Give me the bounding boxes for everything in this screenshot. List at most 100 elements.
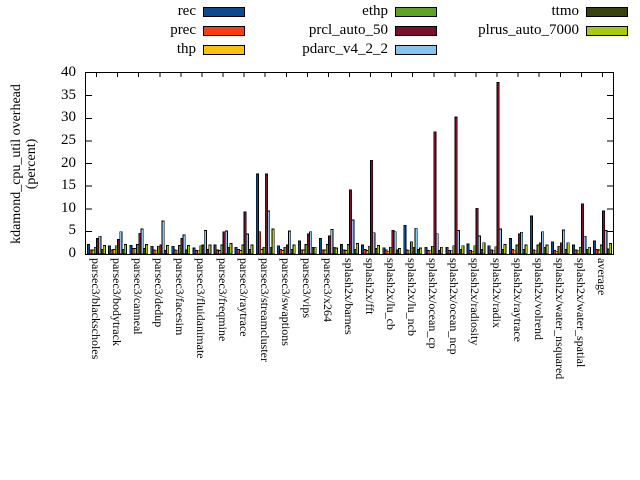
x-category-label: splash2x/barnes — [342, 258, 356, 335]
bar-plrus_auto_7000 — [187, 245, 191, 254]
legend-swatch — [395, 44, 437, 55]
legend-label: prec — [170, 22, 196, 38]
legend-label: ethp — [362, 3, 388, 19]
bar-pdarc_v4_2_2 — [351, 219, 355, 254]
bar-plrus_auto_7000 — [271, 228, 275, 254]
bar-plrus_auto_7000 — [145, 244, 149, 254]
bar-plrus_auto_7000 — [313, 246, 317, 254]
bar-pdarc_v4_2_2 — [435, 233, 439, 254]
x-category-label: parsec3/x264 — [320, 258, 335, 322]
bar-pdarc_v4_2_2 — [498, 228, 502, 254]
bar-prcl_auto_50 — [581, 203, 585, 254]
bar-pdarc_v4_2_2 — [456, 230, 460, 254]
bar-plrus_auto_7000 — [102, 245, 106, 254]
bar-plrus_auto_7000 — [482, 242, 486, 254]
bar-prec — [258, 231, 262, 254]
bar-plrus_auto_7000 — [292, 244, 296, 254]
y-tick-label: 25 — [61, 131, 76, 148]
bar-rec — [340, 244, 344, 254]
x-category-label: parsec3/vips — [299, 258, 314, 318]
bar-plrus_auto_7000 — [250, 244, 254, 254]
y-tick-label: 15 — [61, 177, 76, 194]
bar-prcl_auto_50 — [475, 207, 479, 254]
bar-plrus_auto_7000 — [461, 245, 465, 254]
bar-pdarc_v4_2_2 — [562, 229, 566, 254]
bar-prcl_auto_50 — [243, 211, 247, 254]
legend-label: plrus_auto_7000 — [478, 22, 579, 38]
bar-prcl_auto_50 — [433, 131, 437, 254]
x-category-label: parsec3/fluidanimate — [194, 258, 209, 359]
x-category-label: splash2x/water_nsquared — [552, 258, 567, 380]
bar-pdarc_v4_2_2 — [309, 231, 313, 254]
x-category-label: parsec3/streamcluster — [257, 258, 272, 362]
bar-plrus_auto_7000 — [503, 244, 507, 254]
x-category-label: parsec3/bodytrack — [110, 258, 125, 346]
y-tick-label: 40 — [61, 64, 76, 80]
legend-label: prcl_auto_50 — [308, 22, 388, 38]
y-tick-label: 20 — [61, 154, 76, 171]
x-category-label: parsec3/facesim — [173, 258, 188, 336]
legend-swatch — [586, 25, 628, 36]
bar-rec — [297, 240, 301, 254]
x-category-label: splash2x/fft — [363, 258, 378, 315]
x-category-label: parsec3/canneal — [131, 258, 146, 335]
bar-plrus_auto_7000 — [166, 245, 170, 254]
bar-prcl_auto_50 — [496, 82, 500, 254]
legend-item-prcl_auto_50: prcl_auto_50 — [280, 21, 437, 40]
bar-prcl_auto_50 — [370, 159, 374, 254]
bar-plrus_auto_7000 — [566, 242, 570, 254]
y-tick-label: 5 — [68, 222, 77, 239]
bar-plrus_auto_7000 — [398, 248, 402, 254]
bar-plrus_auto_7000 — [123, 244, 127, 254]
bar-pdarc_v4_2_2 — [414, 227, 418, 254]
y-tick-label: 10 — [61, 199, 76, 216]
x-category-label: parsec3/raytrace — [236, 258, 251, 337]
bar-rec — [319, 238, 323, 254]
bar-plot-svg — [86, 73, 613, 254]
x-category-label: average — [594, 258, 609, 296]
bar-plrus_auto_7000 — [524, 244, 528, 254]
legend-swatch — [203, 25, 245, 36]
x-category-label: splash2x/volrend — [531, 258, 546, 340]
legend-column: ethp prcl_auto_50 pdarc_v4_2_2 — [280, 2, 437, 59]
legend-item-prec: prec — [100, 21, 245, 40]
bar-plrus_auto_7000 — [440, 246, 444, 254]
bar-pdarc_v4_2_2 — [393, 231, 397, 254]
legend-item-pdarc_v4_2_2: pdarc_v4_2_2 — [280, 40, 437, 59]
legend-column: rec prec thp — [100, 2, 245, 59]
legend-swatch — [395, 25, 437, 36]
x-category-label: splash2x/ocean_ncp — [447, 258, 462, 355]
bar-plrus_auto_7000 — [608, 243, 612, 254]
bar-pdarc_v4_2_2 — [161, 220, 165, 254]
x-category-label: parsec3/blackscholes — [89, 258, 104, 360]
legend-label: ttmo — [551, 3, 579, 19]
bar-plrus_auto_7000 — [229, 243, 233, 254]
legend-item-ttmo: ttmo — [440, 2, 628, 21]
x-category-label: splash2x/radiosity — [468, 258, 483, 346]
x-category-label: splash2x/raytrace — [510, 258, 525, 342]
x-category-label: splash2x/lu_cb — [384, 258, 399, 330]
x-category-label: splash2x/radix — [489, 258, 504, 328]
legend-item-ethp: ethp — [280, 2, 437, 21]
bar-rec — [529, 215, 533, 254]
legend-item-rec: rec — [100, 2, 245, 21]
legend-label: pdarc_v4_2_2 — [302, 41, 388, 57]
bar-rec — [403, 225, 407, 254]
legend-swatch — [395, 6, 437, 17]
bar-plrus_auto_7000 — [334, 247, 338, 254]
bar-rec — [255, 173, 259, 254]
bar-pdarc_v4_2_2 — [541, 231, 545, 254]
y-tick-label: 0 — [68, 245, 77, 261]
x-category-label: parsec3/swaptions — [278, 258, 293, 346]
x-category-label: parsec3/dedup — [152, 258, 167, 328]
legend-item-thp: thp — [100, 40, 245, 59]
bar-pdarc_v4_2_2 — [583, 235, 587, 254]
bar-plrus_auto_7000 — [376, 245, 380, 254]
bar-rec — [593, 240, 597, 254]
bar-plrus_auto_7000 — [419, 247, 423, 254]
bar-pdarc_v4_2_2 — [182, 234, 186, 254]
bar-pdarc_v4_2_2 — [203, 230, 207, 254]
bar-pdarc_v4_2_2 — [604, 230, 608, 254]
bar-plrus_auto_7000 — [208, 244, 212, 254]
legend-column: ttmo plrus_auto_7000 — [440, 2, 628, 40]
